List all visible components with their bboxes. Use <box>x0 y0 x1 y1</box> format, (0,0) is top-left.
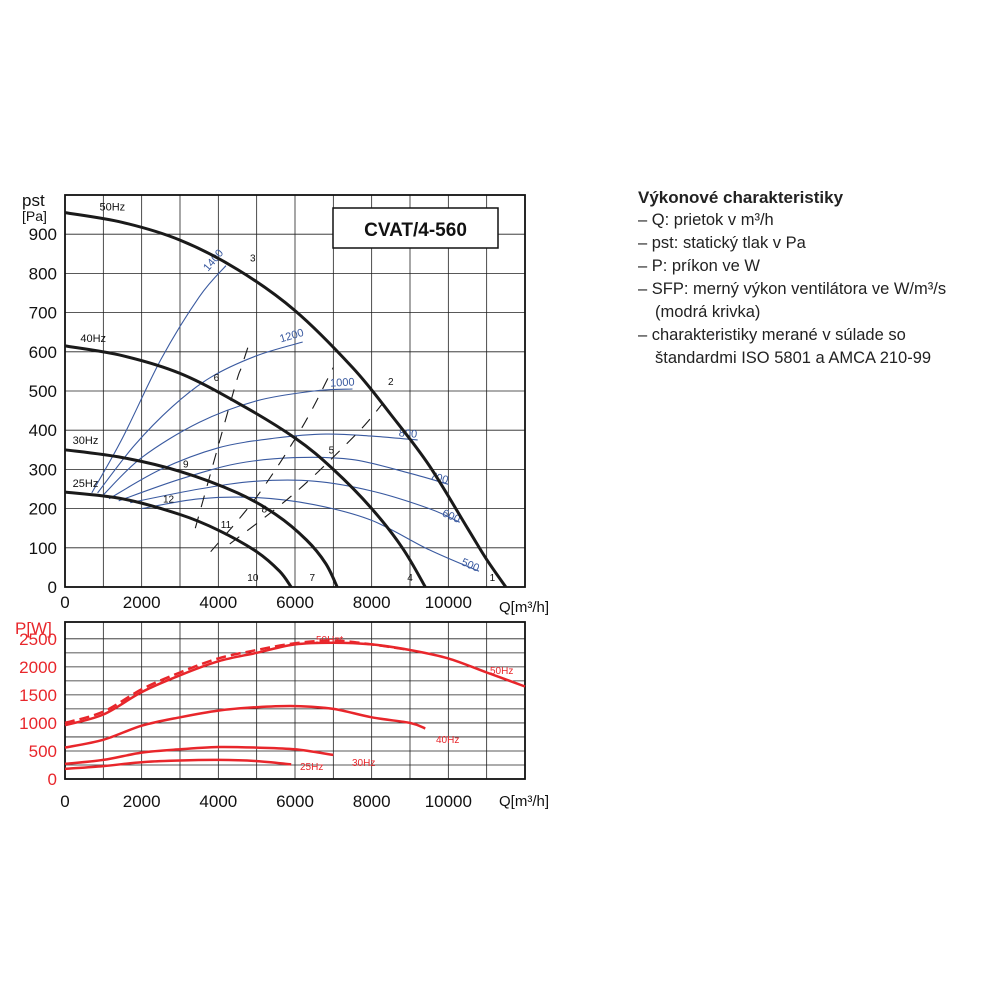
legend-item-sfp: – SFP: merný výkon ventilátora ve W/m³/s… <box>638 280 947 321</box>
power-curve-label: 30Hz <box>352 758 375 769</box>
system-curve <box>229 402 384 545</box>
power-chart: 0 500 1000 1500 2000 2500 0 2000 4000 6000 8000 100… <box>15 619 549 811</box>
x-tick-label: 0 <box>60 792 69 811</box>
y-tick-label: 700 <box>29 304 57 323</box>
operating-point-label: 8 <box>262 505 268 516</box>
frequency-label: 40Hz <box>80 333 106 345</box>
y-tick-label: 1000 <box>19 714 57 733</box>
y-tick-label: 900 <box>29 225 57 244</box>
y-tick-label: 500 <box>29 382 57 401</box>
fan-curve <box>64 211 508 588</box>
y-tick-label: 500 <box>29 742 57 761</box>
x-tick-label: 2000 <box>123 792 161 811</box>
operating-point-label: 9 <box>183 459 189 470</box>
fan-curve <box>64 490 293 588</box>
x-axis-label: Q[m³/h] <box>499 793 549 810</box>
y-tick-label: 2000 <box>19 658 57 677</box>
sfp-curve <box>141 496 480 572</box>
power-curve <box>64 745 334 766</box>
sfp-curve <box>130 479 461 523</box>
y-tick-label: 300 <box>29 460 57 479</box>
x-tick-label: 6000 <box>276 792 314 811</box>
x-tick-label: 10000 <box>425 792 472 811</box>
legend-item-power: – P: príkon ve W <box>638 257 760 275</box>
y-tick-label: 800 <box>29 264 57 283</box>
power-curve-label: 40Hz <box>436 735 459 746</box>
x-tick-label: 4000 <box>199 792 237 811</box>
operating-point-label: 3 <box>250 254 256 265</box>
operating-point-label: 6 <box>214 373 220 384</box>
operating-point-label: 7 <box>309 573 315 584</box>
power-curve-label: 50Hz <box>490 666 513 677</box>
legend-item-flow: – Q: prietok v m³/h <box>638 211 774 229</box>
y-tick-label: 1500 <box>19 686 57 705</box>
chart-title: CVAT/4-560 <box>364 220 467 241</box>
power-curve-label: 50Hz* <box>316 635 343 646</box>
x-tick-label: 8000 <box>353 593 391 612</box>
sfp-curve <box>108 433 418 500</box>
power-curve <box>64 639 411 725</box>
x-tick-label: 6000 <box>276 593 314 612</box>
legend-panel: Výkonové charakteristiky – Q: prietok v … <box>638 186 988 370</box>
x-tick-label: 0 <box>60 593 69 612</box>
frequency-label: 30Hz <box>73 435 99 447</box>
y-axis-label: P[W] <box>15 619 52 638</box>
operating-point-label: 10 <box>247 573 259 584</box>
y-tick-label: 400 <box>29 421 57 440</box>
x-tick-label: 4000 <box>199 593 237 612</box>
legend-item-pressure: – pst: statický tlak v Pa <box>638 234 806 252</box>
x-tick-label: 2000 <box>123 593 161 612</box>
fan-curve <box>64 344 427 588</box>
legend-title: Výkonové charakteristiky <box>638 188 844 207</box>
y-tick-label: 200 <box>29 500 57 519</box>
title-box <box>332 207 499 249</box>
sfp-curve <box>91 265 227 494</box>
y-tick-label: 600 <box>29 343 57 362</box>
operating-point-label: 12 <box>163 495 175 506</box>
sfp-curve <box>118 456 449 502</box>
y-tick-label: 2500 <box>19 630 57 649</box>
fan-curve <box>64 448 339 588</box>
legend-item-standards: – charakteristiky merané v súlade so šta… <box>638 326 932 367</box>
plot-frame <box>64 621 526 780</box>
operating-point-label: 4 <box>407 573 413 584</box>
y-tick-label: 0 <box>48 578 57 597</box>
power-curve <box>64 704 426 749</box>
x-tick-label: 8000 <box>353 792 391 811</box>
y-axis-label: pst <box>22 191 45 210</box>
system-curve <box>194 343 250 529</box>
operating-point-label: 2 <box>388 377 394 388</box>
operating-point-label: 1 <box>490 573 496 584</box>
x-tick-label: 10000 <box>425 593 472 612</box>
sfp-curve <box>97 341 303 494</box>
plot-frame <box>64 194 526 588</box>
power-curve <box>64 758 292 771</box>
y-tick-label: 0 <box>48 770 57 789</box>
x-axis-label: Q[m³/h] <box>499 599 549 616</box>
frequency-label: 25Hz <box>73 478 99 490</box>
power-curve-label: 25Hz <box>300 762 323 773</box>
system-curve <box>210 367 334 553</box>
operating-point-label: 11 <box>221 520 232 531</box>
y-tick-label: 100 <box>29 539 57 558</box>
pressure-chart: 0 100 200 300 400 500 600 700 800 900 0 2000 4000 600… <box>22 191 549 616</box>
sfp-curve-label: 1000 <box>330 376 355 389</box>
y-axis-unit: [Pa] <box>22 208 47 224</box>
operating-point-label: 5 <box>329 446 335 457</box>
frequency-label: 50Hz <box>100 202 126 214</box>
